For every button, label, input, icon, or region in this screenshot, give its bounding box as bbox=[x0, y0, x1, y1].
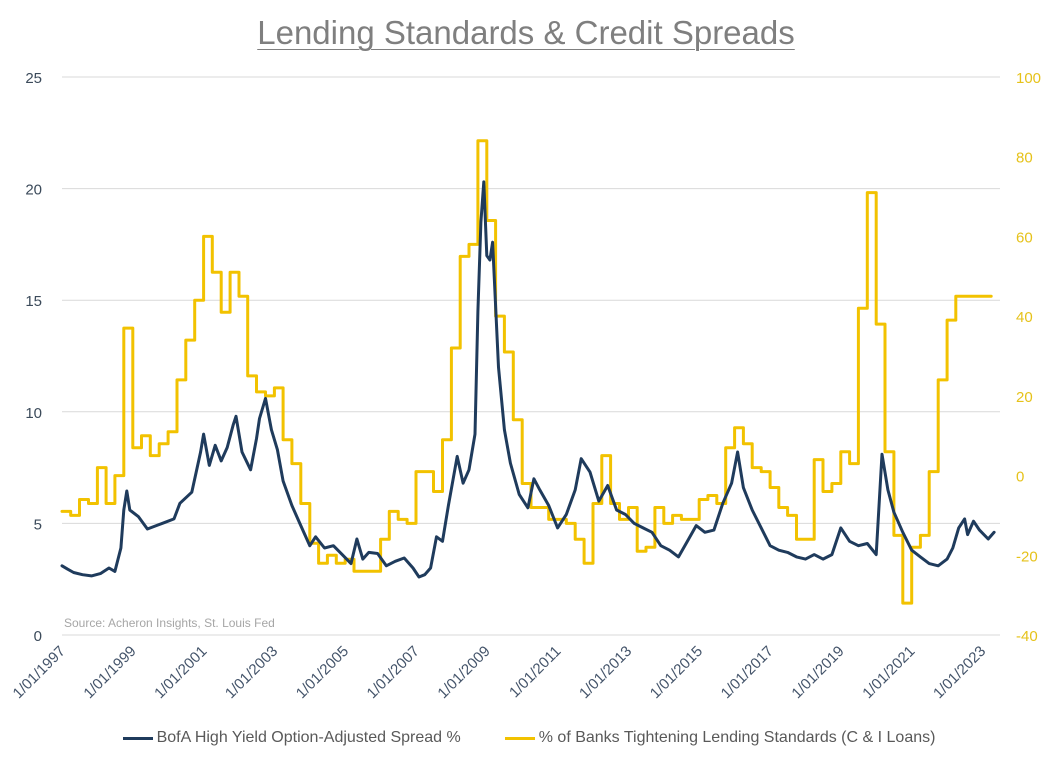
right-axis-tick-label: 40 bbox=[1016, 309, 1033, 326]
x-axis-tick-label: 1/01/2001 bbox=[151, 643, 210, 702]
series-line-spread bbox=[60, 180, 996, 579]
legend-swatch-spread bbox=[122, 736, 153, 740]
legend-item-tightening: % of Banks Tightening Lending Standards … bbox=[504, 729, 936, 747]
x-axis-tick-label: 1/01/2009 bbox=[434, 643, 493, 702]
right-axis-tick-label: 80 bbox=[1016, 150, 1033, 167]
left-axis-tick-label: 25 bbox=[25, 70, 42, 87]
right-axis-tick-label: 100 bbox=[1016, 70, 1041, 87]
x-axis-tick-label: 1/01/2013 bbox=[576, 643, 635, 702]
legend: BofA High Yield Option-Adjusted Spread %… bbox=[0, 729, 1058, 747]
x-axis-tick-label: 1/01/2021 bbox=[859, 643, 918, 702]
legend-item-spread: BofA High Yield Option-Adjusted Spread % bbox=[122, 729, 461, 747]
chart-title: Lending Standards & Credit Spreads bbox=[257, 14, 795, 51]
x-axis-tick-label: 1/01/2019 bbox=[788, 643, 847, 702]
legend-label-spread: BofA High Yield Option-Adjusted Spread % bbox=[156, 729, 461, 746]
legend-label-tightening: % of Banks Tightening Lending Standards … bbox=[538, 729, 936, 746]
right-axis-tick-label: 60 bbox=[1016, 229, 1033, 246]
x-axis-tick-label: 1/01/2017 bbox=[718, 643, 777, 702]
right-axis-tick-label: -40 bbox=[1016, 628, 1038, 645]
gridlines bbox=[62, 76, 1000, 636]
x-axis-ticks: 1/01/1997 1/01/1999 1/01/2001 1/01/2003 1/01… bbox=[10, 643, 990, 702]
x-axis-tick-label: 1/01/2005 bbox=[293, 643, 352, 702]
x-axis-tick-label: 1/01/2015 bbox=[647, 643, 706, 702]
right-axis-tick-label: 20 bbox=[1016, 389, 1033, 406]
x-axis-tick-label: 1/01/1997 bbox=[10, 643, 69, 702]
x-axis-tick-label: 1/01/2007 bbox=[364, 643, 423, 702]
legend-swatch-tightening bbox=[504, 736, 535, 740]
left-axis-tick-label: 0 bbox=[34, 628, 42, 645]
x-axis-tick-label: 1/01/2011 bbox=[506, 643, 564, 701]
right-axis-tick-label: -20 bbox=[1016, 548, 1038, 565]
left-axis-tick-label: 5 bbox=[34, 516, 42, 533]
source-note: Source: Acheron Insights, St. Louis Fed bbox=[64, 616, 275, 630]
left-axis-tick-label: 15 bbox=[25, 293, 42, 310]
left-axis-tick-label: 20 bbox=[25, 182, 42, 199]
x-axis-tick-label: 1/01/1999 bbox=[80, 643, 139, 702]
left-axis-tick-label: 10 bbox=[25, 405, 42, 422]
x-axis-tick-label: 1/01/2023 bbox=[930, 643, 989, 702]
left-axis-ticks: 0 5 10 15 20 25 bbox=[25, 70, 42, 645]
series-line-tightening bbox=[60, 139, 993, 605]
series-layer bbox=[60, 139, 996, 605]
right-axis-tick-label: 0 bbox=[1016, 469, 1024, 486]
x-axis-tick-label: 1/01/2003 bbox=[222, 643, 281, 702]
right-axis-ticks: -40 -20 0 20 40 60 80 100 bbox=[1016, 70, 1041, 645]
